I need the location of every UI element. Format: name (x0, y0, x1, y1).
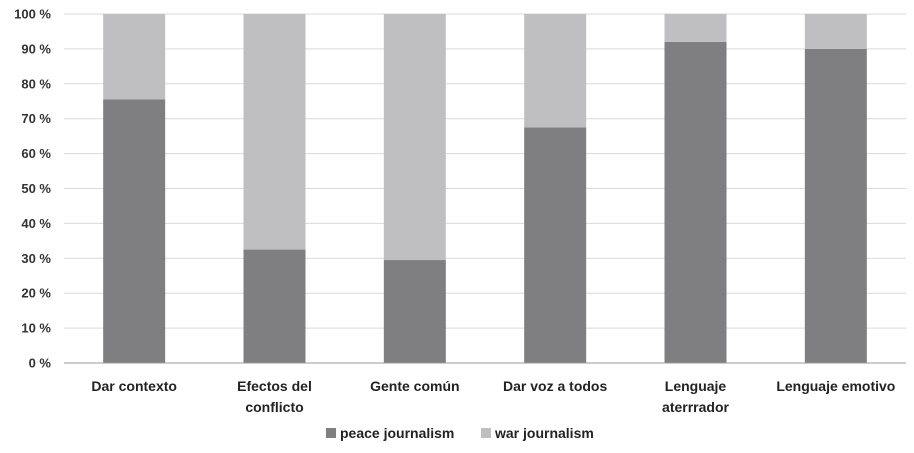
bar-peace-4 (664, 41, 727, 364)
y-axis-tick-labels: 0 % 10 % 20 % 30 % 40 % 50 % 60 % 70 % 80 % 90 % 1… (14, 7, 51, 371)
bar-war-0 (103, 14, 166, 100)
x-category-label: Dar voz a todos (503, 378, 607, 394)
y-tick-label: 10 % (21, 321, 51, 336)
legend-label-war: war journalism (494, 425, 594, 441)
x-category-label: Lenguaje emotivo (776, 378, 895, 394)
y-tick-label: 80 % (21, 76, 51, 91)
x-category-label: aterrrador (662, 399, 729, 415)
y-tick-label: 100 % (14, 7, 51, 22)
bar-peace-1 (243, 249, 306, 363)
x-category-label: conflicto (245, 399, 303, 415)
y-tick-label: 60 % (21, 146, 51, 161)
y-tick-label: 30 % (21, 251, 51, 266)
legend-swatch-war (481, 428, 491, 438)
bar-peace-2 (383, 260, 446, 363)
bar-war-2 (383, 14, 446, 261)
y-tick-label: 20 % (21, 286, 51, 301)
bar-war-4 (664, 14, 727, 42)
bar-war-5 (804, 14, 867, 49)
bar-war-1 (243, 14, 306, 250)
legend: peace journalism war journalism (326, 425, 594, 441)
x-category-label: Lenguaje (665, 378, 727, 394)
y-tick-label: 50 % (21, 181, 51, 196)
y-tick-label: 0 % (29, 356, 52, 371)
legend-label-peace: peace journalism (340, 425, 454, 441)
bar-peace-0 (103, 99, 166, 363)
legend-swatch-peace (326, 428, 336, 438)
gridlines (64, 13, 906, 329)
bar-peace-3 (524, 127, 587, 363)
bar-war-3 (524, 14, 587, 128)
bars (103, 14, 867, 364)
x-axis-category-labels: Dar contexto Efectos del conflicto Gente co… (91, 378, 895, 415)
y-tick-label: 40 % (21, 216, 51, 231)
y-tick-label: 90 % (21, 41, 51, 56)
x-category-label: Efectos del (237, 378, 312, 394)
x-category-label: Gente común (370, 378, 459, 394)
y-tick-label: 70 % (21, 111, 51, 126)
bar-peace-5 (804, 48, 867, 364)
x-category-label: Dar contexto (91, 378, 177, 394)
